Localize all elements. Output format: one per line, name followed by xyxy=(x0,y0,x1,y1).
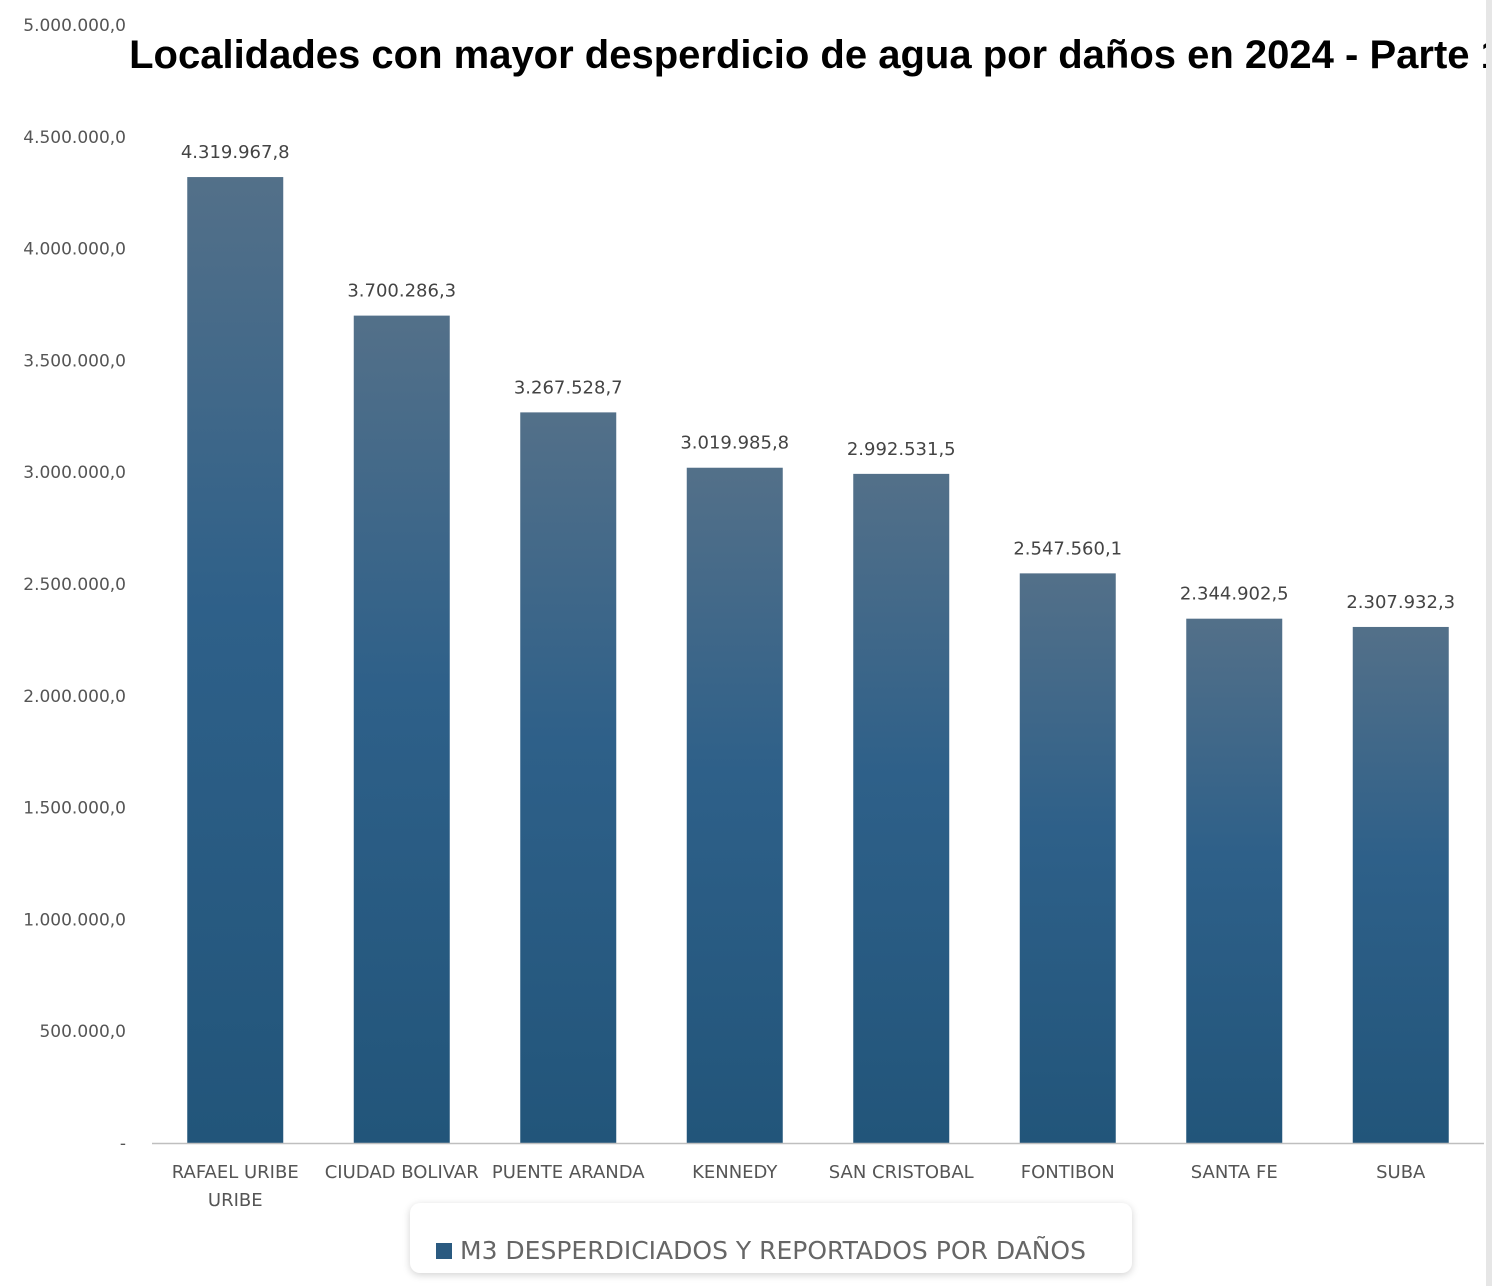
y-tick-label: 5.000.000,0 xyxy=(23,16,126,36)
bar xyxy=(187,177,284,1144)
x-tick-label: KENNEDY xyxy=(692,1162,778,1183)
y-tick-label: 500.000,0 xyxy=(39,1022,126,1042)
y-tick-label: 2.500.000,0 xyxy=(23,575,126,595)
window-edge xyxy=(1486,0,1492,1286)
x-tick-label: CIUDAD BOLIVAR xyxy=(325,1162,479,1183)
y-tick-label: 3.500.000,0 xyxy=(23,351,126,371)
data-label: 2.992.531,5 xyxy=(847,439,956,460)
data-label: 2.344.902,5 xyxy=(1180,584,1289,605)
data-label: 4.319.967,8 xyxy=(181,142,290,163)
x-tick-label: URIBE xyxy=(208,1190,263,1211)
bars-group: 4.319.967,8 3.700.286,3 3.267.528,7 3.019.9… xyxy=(181,142,1455,1144)
x-tick-label: SUBA xyxy=(1376,1162,1426,1183)
bar xyxy=(1352,626,1449,1143)
legend: M3 DESPERDICIADOS Y REPORTADOS POR DAÑOS xyxy=(410,1203,1132,1273)
y-tick-label: 1.500.000,0 xyxy=(23,799,126,819)
y-tick-label: 4.500.000,0 xyxy=(23,128,126,148)
bar xyxy=(853,473,950,1143)
x-tick-label: SANTA FE xyxy=(1191,1162,1278,1183)
legend-swatch xyxy=(436,1243,452,1259)
y-tick-label: - xyxy=(120,1134,126,1154)
data-label: 3.700.286,3 xyxy=(347,281,456,302)
chart-title: Localidades con mayor desperdicio de agu… xyxy=(129,33,1492,77)
y-tick-label: 1.000.000,0 xyxy=(23,910,126,930)
data-label: 3.267.528,7 xyxy=(514,377,623,398)
data-label: 2.307.932,3 xyxy=(1346,592,1455,613)
x-tick-label: RAFAEL URIBE xyxy=(172,1162,299,1183)
x-axis: RAFAEL URIBE URIBE CIUDAD BOLIVAR PUENTE AR… xyxy=(152,1142,1484,1211)
data-label: 2.547.560,1 xyxy=(1013,538,1122,559)
bar xyxy=(1186,618,1283,1143)
y-tick-label: 3.000.000,0 xyxy=(23,463,126,483)
data-label: 3.019.985,8 xyxy=(680,433,789,454)
legend-label: M3 DESPERDICIADOS Y REPORTADOS POR DAÑOS xyxy=(460,1236,1086,1265)
bar xyxy=(353,315,450,1144)
bar xyxy=(520,412,617,1143)
x-tick-label: PUENTE ARANDA xyxy=(492,1162,645,1183)
y-tick-label: 4.000.000,0 xyxy=(23,240,126,260)
x-tick-label: SAN CRISTOBAL xyxy=(829,1162,974,1183)
x-tick-label: FONTIBON xyxy=(1021,1162,1115,1183)
y-axis: - 500.000,0 1.000.000,0 1.500.000,0 2.000.00… xyxy=(23,16,126,1154)
y-tick-label: 2.000.000,0 xyxy=(23,687,126,707)
bar xyxy=(686,467,783,1143)
bar xyxy=(1019,573,1116,1143)
